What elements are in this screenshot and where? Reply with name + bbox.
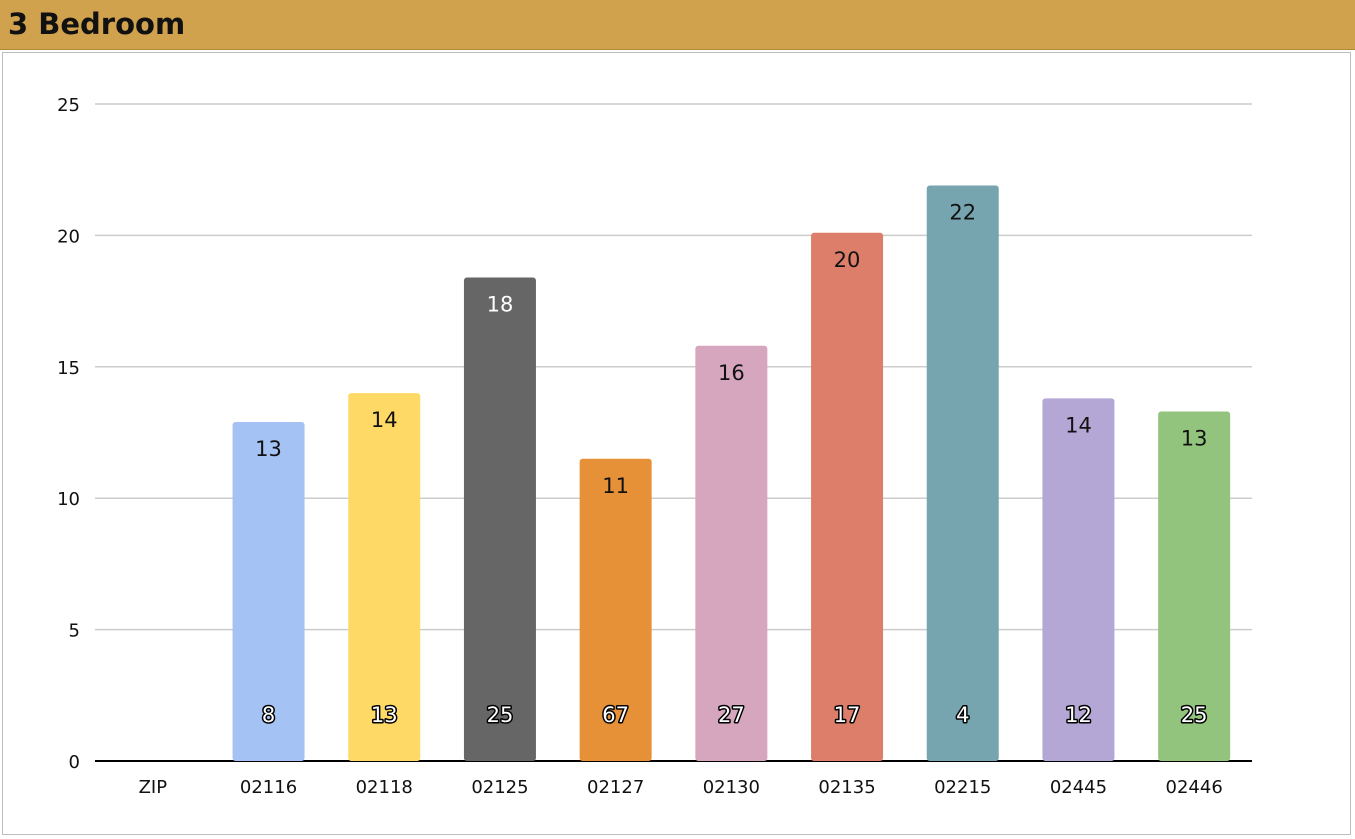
y-tick-label: 20 xyxy=(57,226,80,247)
bar-count-label: 12 xyxy=(1065,703,1092,727)
y-tick-label: 15 xyxy=(57,358,80,379)
bar xyxy=(348,393,421,761)
bar-count-label: 4 xyxy=(956,703,969,727)
x-tick-label: 02445 xyxy=(1050,777,1107,798)
bar xyxy=(1042,398,1115,761)
bar-chart: 0 5 10 15 20 25 ZIP 13 8 02116 14 13 02118 18 25 02125 1… xyxy=(57,95,1252,798)
bar xyxy=(811,232,884,762)
bar xyxy=(579,458,652,761)
bar-count-label: 25 xyxy=(487,703,514,727)
bar-count-label: 27 xyxy=(718,703,745,727)
x-tick-label: 02130 xyxy=(703,777,760,798)
bar-value-label: 16 xyxy=(718,361,745,385)
bar-value-label: 11 xyxy=(602,474,629,498)
y-tick-label: 0 xyxy=(69,752,80,773)
chart-header: 3 Bedroom xyxy=(0,0,1355,50)
x-tick-label: 02127 xyxy=(587,777,644,798)
bar-value-label: 13 xyxy=(1181,426,1208,450)
bar xyxy=(1158,411,1231,761)
bar-value-label: 14 xyxy=(1065,413,1092,437)
x-tick-label: 02118 xyxy=(356,777,413,798)
bar xyxy=(926,185,999,761)
x-tick-label: ZIP xyxy=(139,777,168,798)
bar-value-label: 18 xyxy=(487,292,514,316)
chart-title: 3 Bedroom xyxy=(8,7,186,41)
chart-frame: 0 5 10 15 20 25 ZIP 13 8 02116 14 13 02118 18 25 02125 1… xyxy=(2,52,1351,835)
bar-value-label: 13 xyxy=(255,437,282,461)
bar-value-label: 14 xyxy=(371,408,398,432)
bar-count-label: 8 xyxy=(262,703,275,727)
bar xyxy=(695,345,768,761)
x-tick-label: 02116 xyxy=(240,777,297,798)
bar xyxy=(232,421,305,761)
bar-count-label: 13 xyxy=(371,703,398,727)
y-tick-label: 25 xyxy=(57,95,80,116)
y-tick-label: 5 xyxy=(69,621,80,642)
bar xyxy=(463,277,536,761)
bar-value-label: 22 xyxy=(949,200,976,224)
x-tick-label: 02215 xyxy=(934,777,991,798)
bar-count-label: 67 xyxy=(602,703,629,727)
bar-value-label: 20 xyxy=(834,248,861,272)
x-tick-label: 02125 xyxy=(471,777,528,798)
y-tick-label: 10 xyxy=(57,489,80,510)
x-tick-label: 02135 xyxy=(818,777,875,798)
bar-count-label: 17 xyxy=(834,703,861,727)
x-tick-label: 02446 xyxy=(1166,777,1223,798)
bar-count-label: 25 xyxy=(1181,703,1208,727)
